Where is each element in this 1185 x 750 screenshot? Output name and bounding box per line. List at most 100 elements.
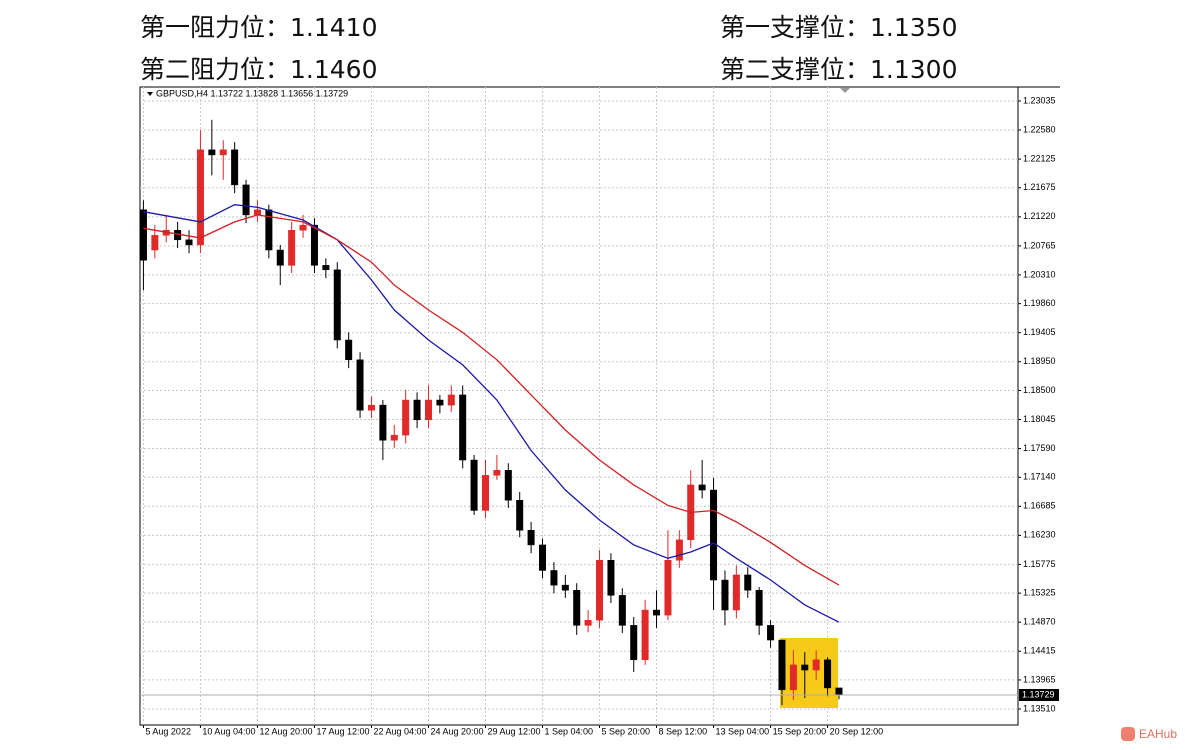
candle-body [333, 269, 341, 341]
candle-body [276, 249, 284, 266]
y-tick-label: 1.22580 [1023, 124, 1056, 134]
candle-body [356, 359, 364, 411]
y-tick-label: 1.13965 [1023, 674, 1056, 684]
candle-body [310, 224, 318, 266]
y-tick-label: 1.14415 [1023, 646, 1056, 656]
x-tick-label: 13 Sep 04:00 [716, 726, 770, 736]
x-tick-label: 22 Aug 04:00 [373, 726, 426, 736]
candle-body [288, 229, 296, 266]
candle-body [322, 265, 330, 271]
candle-body [584, 620, 592, 626]
candle-body [459, 394, 467, 461]
y-tick-label: 1.19405 [1023, 327, 1056, 337]
x-tick-label: 15 Sep 20:00 [773, 726, 827, 736]
candle-body [755, 590, 763, 626]
candle-body [744, 574, 752, 591]
chart-header: GBPUSD,H4 1.13722 1.13828 1.13656 1.1372… [156, 88, 348, 98]
candle-body [607, 559, 615, 596]
plot-frame [139, 86, 1019, 726]
candle-body [596, 559, 604, 621]
candle-body [732, 574, 740, 611]
candle-body [675, 539, 683, 561]
candle-body [653, 609, 661, 616]
candle-body [151, 235, 159, 251]
y-tick-label: 1.15325 [1023, 587, 1056, 597]
x-tick-label: 1 Sep 04:00 [545, 726, 594, 736]
candle-body [812, 659, 820, 671]
candle-body [196, 149, 204, 246]
candle-body [767, 625, 775, 641]
candle-body [379, 404, 387, 441]
candle-body [253, 209, 261, 216]
candle-body [231, 149, 239, 186]
candle-body [527, 529, 535, 546]
candle-body [516, 499, 524, 531]
candle-body [470, 459, 478, 511]
candle-body [436, 399, 444, 406]
candle-body [219, 149, 227, 156]
y-tick-label: 1.18950 [1023, 356, 1056, 366]
resistance-2: 第二阻力位：1.1460 [140, 55, 378, 84]
candle-body [550, 570, 558, 586]
candle-body [481, 475, 489, 511]
candle-body [413, 399, 421, 421]
candle-body [367, 404, 375, 411]
support-1: 第一支撑位：1.1350 [720, 13, 958, 42]
candle-body [345, 339, 353, 361]
y-tick-label: 1.22125 [1023, 153, 1056, 163]
y-tick-label: 1.15775 [1023, 559, 1056, 569]
x-tick-label: 12 Aug 20:00 [259, 726, 312, 736]
marks [139, 119, 1018, 706]
candle-body [493, 469, 501, 476]
x-tick-label: 24 Aug 20:00 [430, 726, 483, 736]
price-tag-label: 1.13729 [1022, 689, 1055, 699]
candle-body [573, 590, 581, 626]
candle-body [824, 659, 832, 689]
grid: 1.23035 1.22580 1.22125 1.21675 1.21220 1.207… [140, 87, 1056, 736]
x-tick-label: 29 Aug 12:00 [487, 726, 540, 736]
candle-body [630, 625, 638, 661]
candle-body [801, 664, 809, 671]
price-tag [1019, 688, 1059, 701]
candle-body [185, 239, 193, 246]
x-tick-label: 8 Sep 12:00 [659, 726, 708, 736]
y-tick-label: 1.21220 [1023, 211, 1056, 221]
x-tick-label: 5 Aug 2022 [145, 726, 191, 736]
moving-average [143, 214, 840, 586]
resistance-1: 第一阻力位：1.1410 [140, 13, 378, 42]
x-tick-label: 20 Sep 12:00 [830, 726, 884, 736]
y-tick-label: 1.13510 [1023, 703, 1056, 713]
x-tick-label: 5 Sep 20:00 [602, 726, 651, 736]
candle-body [402, 399, 410, 436]
y-tick-label: 1.17140 [1023, 472, 1056, 482]
shift-marker [840, 88, 850, 93]
x-tick-label: 10 Aug 04:00 [202, 726, 255, 736]
candle-body [789, 664, 797, 691]
candle-body [299, 224, 307, 231]
watermark: EAHub [1139, 727, 1177, 741]
candle-body [539, 544, 547, 571]
y-tick-label: 1.16685 [1023, 501, 1056, 511]
y-tick-label: 1.20765 [1023, 240, 1056, 250]
y-tick-label: 1.14870 [1023, 617, 1056, 627]
candle-body [641, 609, 649, 661]
y-tick-label: 1.17590 [1023, 443, 1056, 453]
candle-body [390, 434, 398, 441]
x-tick-label: 17 Aug 12:00 [316, 726, 369, 736]
y-tick-label: 1.18045 [1023, 414, 1056, 424]
support-2: 第二支撑位：1.1300 [720, 55, 958, 84]
candle-body [664, 559, 672, 616]
candle-body [618, 595, 626, 626]
candle-body [710, 489, 718, 581]
y-tick-label: 1.16230 [1023, 530, 1056, 540]
watermark-icon [1121, 727, 1135, 741]
candle-body [242, 184, 250, 216]
candle-body [778, 639, 786, 691]
candle-body [504, 469, 512, 501]
moving-average [143, 204, 840, 623]
y-tick-label: 1.23035 [1023, 95, 1056, 105]
y-tick-label: 1.18500 [1023, 385, 1056, 395]
candle-body [424, 399, 432, 421]
